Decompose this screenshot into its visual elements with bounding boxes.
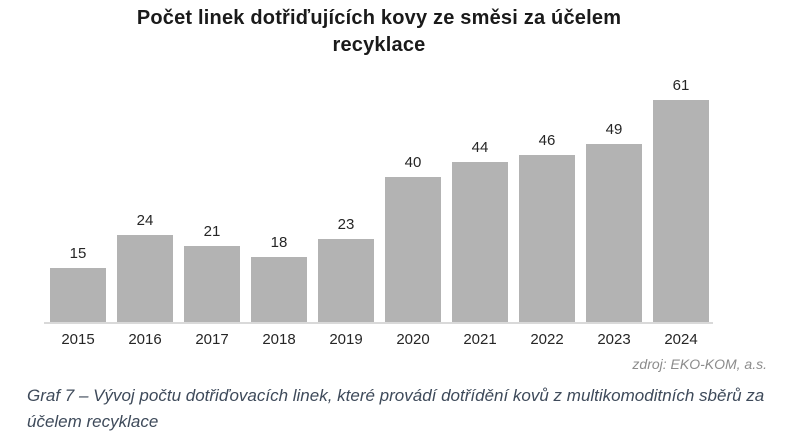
figure-caption: Graf 7 – Vývoj počtu dotřiďovacích linek… bbox=[27, 386, 765, 431]
bar-value-label: 23 bbox=[337, 216, 355, 233]
x-axis-tick-label: 2022 bbox=[530, 331, 564, 348]
bar bbox=[519, 155, 575, 323]
bar bbox=[251, 257, 307, 323]
bar bbox=[452, 162, 508, 323]
x-axis-tick-label: 2015 bbox=[61, 331, 95, 348]
bar-group: 23 bbox=[318, 217, 374, 323]
x-axis-tick-label: 2018 bbox=[262, 331, 296, 348]
bar-group: 21 bbox=[184, 224, 240, 323]
bar-value-label: 40 bbox=[404, 154, 422, 171]
bar bbox=[653, 100, 709, 323]
bar-value-label: 61 bbox=[672, 77, 690, 94]
x-axis-line bbox=[44, 322, 713, 324]
bar bbox=[318, 239, 374, 323]
bar bbox=[184, 246, 240, 323]
x-axis-tick-label: 2017 bbox=[195, 331, 229, 348]
bar bbox=[117, 235, 173, 323]
bar bbox=[385, 177, 441, 323]
bar-value-label: 18 bbox=[270, 234, 288, 251]
x-axis-tick-label: 2023 bbox=[597, 331, 631, 348]
bar-group: 24 bbox=[117, 213, 173, 323]
bar bbox=[50, 268, 106, 323]
chart-title: Počet linek dotřiďujících kovy ze směsi … bbox=[44, 5, 714, 59]
source-note: zdroj: EKO-KOM, a.s. bbox=[632, 356, 767, 372]
bar-value-label: 49 bbox=[605, 121, 623, 138]
bar-value-label: 46 bbox=[538, 132, 556, 149]
x-axis-tick-label: 2019 bbox=[329, 331, 363, 348]
bar-group: 15 bbox=[50, 246, 106, 323]
bar-group: 49 bbox=[586, 122, 642, 323]
x-axis-tick-label: 2016 bbox=[128, 331, 162, 348]
x-axis-tick-label: 2021 bbox=[463, 331, 497, 348]
bar-group: 40 bbox=[385, 155, 441, 323]
chart-title-text: Počet linek dotřiďujících kovy ze směsi … bbox=[136, 7, 622, 56]
bar-group: 46 bbox=[519, 133, 575, 323]
bar bbox=[586, 144, 642, 323]
bar-value-label: 44 bbox=[471, 139, 489, 156]
bar-value-label: 24 bbox=[136, 212, 154, 229]
x-axis-tick-label: 2020 bbox=[396, 331, 430, 348]
bar-value-label: 21 bbox=[203, 223, 221, 240]
bar-value-label: 15 bbox=[69, 245, 87, 262]
bar-group: 44 bbox=[452, 140, 508, 323]
bar-group: 61 bbox=[653, 78, 709, 323]
x-axis-tick-label: 2024 bbox=[664, 331, 698, 348]
bars-plot-area: 15 24 21 18 23 40 44 46 49 61 bbox=[50, 77, 709, 323]
bar-group: 18 bbox=[251, 235, 307, 323]
x-axis-tick-labels: 2015 2016 2017 2018 2019 2020 2021 2022 2023 2024 bbox=[50, 331, 709, 348]
